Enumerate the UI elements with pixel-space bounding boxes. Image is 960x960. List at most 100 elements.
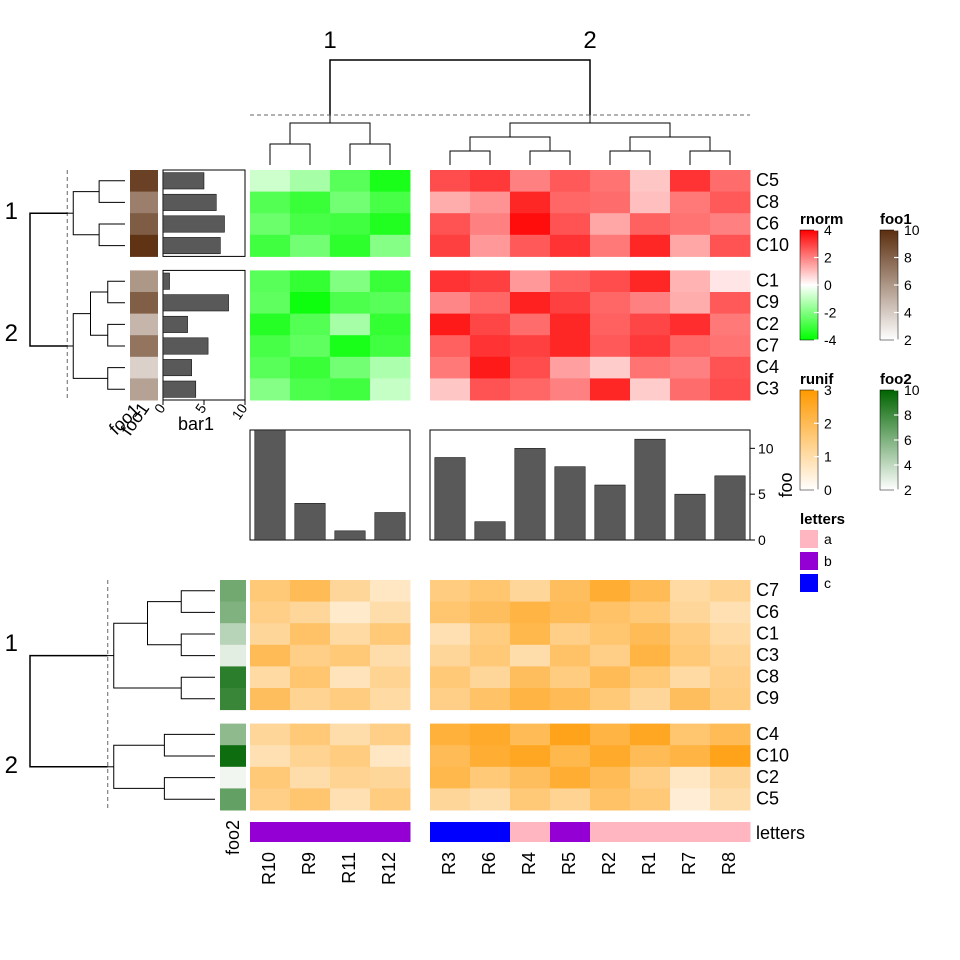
heatmap-cell [330, 378, 371, 400]
svg-text:1: 1 [323, 27, 336, 54]
heatmap-cell [250, 745, 291, 767]
svg-text:C9: C9 [756, 292, 779, 312]
letters-cell [710, 822, 751, 842]
foo-bar [475, 522, 505, 540]
foo-bar [595, 485, 625, 540]
foo-bar [515, 448, 545, 540]
heatmap-cell [710, 314, 751, 336]
heatmap-cell [550, 745, 591, 767]
heatmap-cell [550, 688, 591, 710]
heatmap-cell [670, 292, 711, 314]
svg-text:0: 0 [758, 532, 766, 548]
heatmap-cell [250, 235, 291, 257]
svg-text:1: 1 [5, 630, 18, 657]
heatmap-cell [590, 623, 631, 645]
heatmap-cell [250, 378, 291, 400]
svg-text:C7: C7 [756, 335, 779, 355]
svg-text:C7: C7 [756, 580, 779, 600]
heatmap-cell [590, 745, 631, 767]
svg-text:C4: C4 [756, 357, 779, 377]
col-label: R6 [479, 852, 499, 875]
svg-text:2: 2 [904, 482, 912, 498]
heatmap-cell [550, 580, 591, 602]
heatmap-cell [510, 378, 551, 400]
heatmap-cell [550, 314, 591, 336]
bar1-bar [163, 381, 196, 397]
letters-cell [470, 822, 511, 842]
col-label: R9 [299, 852, 319, 875]
heatmap-cell [550, 213, 591, 235]
heatmap-cell [590, 292, 631, 314]
heatmap-cell [250, 213, 291, 235]
heatmap-cell [630, 314, 671, 336]
heatmap-cell [550, 623, 591, 645]
heatmap-cell [510, 235, 551, 257]
heatmap-cell [250, 170, 291, 192]
heatmap-cell [590, 335, 631, 357]
runif-legend [800, 390, 818, 490]
svg-text:C2: C2 [756, 314, 779, 334]
heatmap-cell [470, 788, 511, 810]
heatmap-cell [370, 378, 411, 400]
heatmap-cell [470, 192, 511, 214]
svg-text:10: 10 [758, 440, 774, 456]
svg-text:letters: letters [800, 511, 845, 528]
foo1-cell [130, 270, 158, 292]
col-label: R12 [379, 852, 399, 885]
foo-bar [675, 494, 705, 540]
heatmap-cell [510, 602, 551, 624]
letters-cell [670, 822, 711, 842]
heatmap-cell [470, 623, 511, 645]
heatmap-cell [290, 602, 331, 624]
svg-text:a: a [824, 531, 832, 547]
heatmap-cell [590, 235, 631, 257]
heatmap-cell [290, 688, 331, 710]
svg-text:-2: -2 [824, 305, 837, 321]
foo-bar [555, 467, 585, 540]
foo2-cell [220, 645, 246, 667]
svg-text:bar1: bar1 [178, 414, 214, 434]
col-label: R5 [559, 852, 579, 875]
heatmap-cell [330, 292, 371, 314]
heatmap-cell [510, 357, 551, 379]
heatmap-cell [710, 602, 751, 624]
foo1-cell [130, 357, 158, 379]
heatmap-cell [710, 235, 751, 257]
heatmap-cell [290, 292, 331, 314]
heatmap-cell [330, 235, 371, 257]
heatmap-cell [630, 788, 671, 810]
bar1-bar [163, 338, 208, 354]
heatmap-cell [630, 666, 671, 688]
foo-bar [295, 503, 325, 540]
heatmap-cell [670, 602, 711, 624]
heatmap-cell [670, 623, 711, 645]
heatmap-cell [470, 292, 511, 314]
svg-text:-4: -4 [824, 332, 837, 348]
svg-text:C1: C1 [756, 623, 779, 643]
heatmap-cell [510, 580, 551, 602]
svg-text:10: 10 [228, 400, 250, 422]
svg-text:10: 10 [904, 222, 920, 238]
heatmap-cell [430, 666, 471, 688]
letters-cell [250, 822, 291, 842]
heatmap-cell [330, 335, 371, 357]
heatmap-cell [330, 357, 371, 379]
svg-text:1: 1 [5, 198, 18, 225]
heatmap-cell [710, 580, 751, 602]
heatmap-cell [250, 623, 291, 645]
legend-swatch-a [800, 530, 818, 548]
heatmap-cell [370, 745, 411, 767]
heatmap-cell [430, 767, 471, 789]
heatmap-cell [290, 335, 331, 357]
heatmap-cell [370, 170, 411, 192]
heatmap-cell [430, 292, 471, 314]
heatmap-cell [550, 170, 591, 192]
heatmap-cell [330, 623, 371, 645]
foo-bar [435, 458, 465, 541]
heatmap-cell [590, 724, 631, 746]
svg-text:0: 0 [824, 277, 832, 293]
heatmap-cell [630, 170, 671, 192]
heatmap-cell [670, 213, 711, 235]
heatmap-cell [290, 235, 331, 257]
heatmap-cell [630, 745, 671, 767]
